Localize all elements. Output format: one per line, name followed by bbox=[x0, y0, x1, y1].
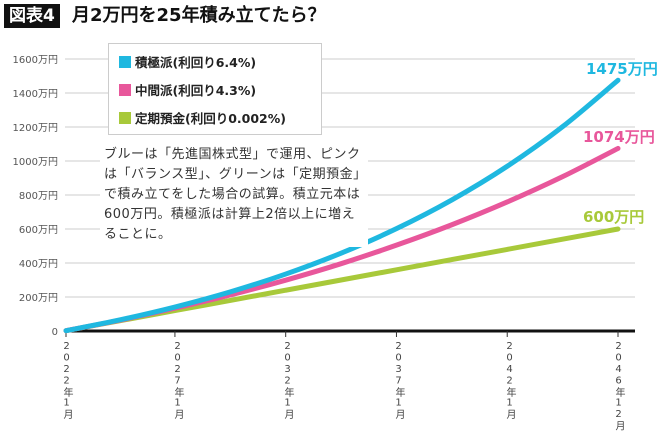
y-tick-label: 1400万円 bbox=[13, 89, 58, 100]
legend-item-deposit: 定期預金(利回り0.002%) bbox=[119, 108, 286, 127]
x-tick-label: 2027年1月 bbox=[172, 341, 183, 420]
chart-title: 月2万円を25年積み立てたら？ bbox=[72, 5, 326, 26]
y-tick-label: 1200万円 bbox=[13, 123, 58, 134]
y-tick-label: 0 bbox=[52, 327, 58, 338]
legend-swatch-pink bbox=[119, 83, 131, 96]
x-tick-label: 2037年1月 bbox=[393, 341, 404, 420]
end-label-balanced: 1074万円 bbox=[583, 128, 655, 146]
series-line bbox=[63, 77, 621, 334]
legend-label: 積極派(利回り6.4%) bbox=[135, 55, 257, 70]
legend: 積極派(利回り6.4%) 中間派(利回り4.3%) 定期預金(利回り0.002%… bbox=[108, 43, 322, 135]
legend-label: 中間派(利回り4.3%) bbox=[135, 83, 257, 98]
y-tick-label: 600万円 bbox=[19, 225, 58, 236]
y-tick-label: 400万円 bbox=[19, 259, 58, 270]
annotation-note: ブルーは「先進国株式型」で運用、ピンクは「バランス型」、グリーンは「定期預金」で… bbox=[100, 143, 368, 247]
y-tick-label: 200万円 bbox=[19, 293, 58, 304]
legend-item-aggressive: 積極派(利回り6.4%) bbox=[119, 52, 256, 71]
y-tick-label: 800万円 bbox=[19, 191, 58, 202]
x-tick-label: 2046年12月 bbox=[613, 341, 624, 431]
x-tick-label: 2022年1月 bbox=[61, 341, 72, 420]
x-tick-label: 2032年1月 bbox=[282, 341, 293, 420]
end-label-deposit: 600万円 bbox=[583, 208, 645, 226]
legend-swatch-blue bbox=[119, 55, 131, 68]
y-tick-label: 1600万円 bbox=[13, 55, 58, 66]
legend-item-balanced: 中間派(利回り4.3%) bbox=[119, 80, 256, 99]
x-tick-label: 2042年1月 bbox=[504, 341, 515, 420]
legend-label: 定期預金(利回り0.002%) bbox=[135, 111, 286, 126]
y-tick-label: 1000万円 bbox=[13, 157, 58, 168]
end-label-aggressive: 1475万円 bbox=[586, 60, 658, 78]
figure-badge: 図表4 bbox=[4, 4, 60, 28]
legend-swatch-green bbox=[119, 111, 131, 124]
